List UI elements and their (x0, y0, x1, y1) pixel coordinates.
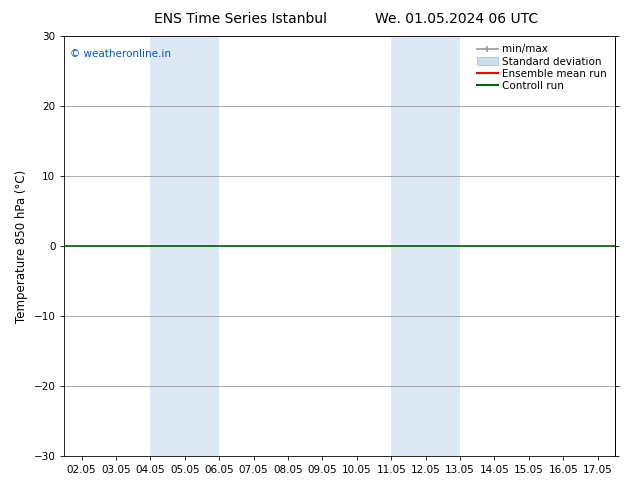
Bar (150, 36, 219, 456)
Legend: min/max, Standard deviation, Ensemble mean run, Controll run: min/max, Standard deviation, Ensemble me… (474, 41, 610, 94)
Text: We. 01.05.2024 06 UTC: We. 01.05.2024 06 UTC (375, 12, 538, 26)
Text: ENS Time Series Istanbul: ENS Time Series Istanbul (155, 12, 327, 26)
Bar (391, 36, 460, 456)
Y-axis label: Temperature 850 hPa (°C): Temperature 850 hPa (°C) (15, 170, 28, 323)
Text: © weatheronline.in: © weatheronline.in (70, 49, 171, 59)
